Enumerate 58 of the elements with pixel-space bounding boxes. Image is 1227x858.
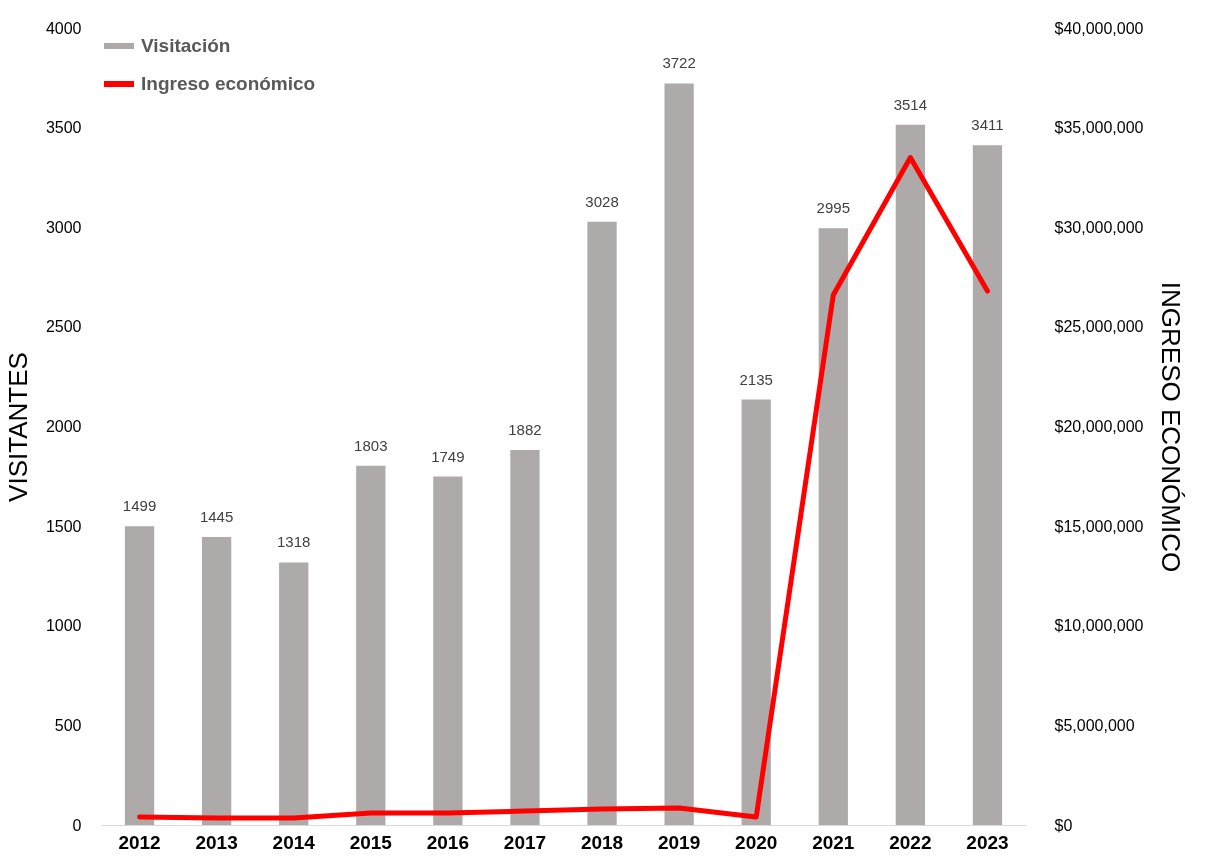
y2-tick-label: $35,000,000	[1054, 119, 1144, 137]
bar	[818, 228, 848, 825]
x-tick-label: 2018	[580, 831, 624, 853]
bar	[510, 450, 540, 825]
y-tick-label: 3000	[45, 218, 82, 236]
legend-label: Visitación	[141, 35, 231, 56]
data-label: 1749	[431, 447, 465, 465]
y-axis-title: VISITANTES	[2, 352, 33, 502]
y-tick-label: 2500	[45, 318, 82, 336]
bar	[895, 124, 926, 825]
y-tick-label: 500	[54, 716, 82, 734]
x-tick-label: 2014	[272, 831, 316, 853]
bar	[587, 221, 617, 825]
x-tick-label: 2022	[889, 831, 932, 853]
y2-tick-label: $30,000,000	[1054, 218, 1144, 236]
data-label: 1882	[508, 421, 542, 439]
x-tick-label: 2021	[812, 831, 855, 853]
y2-axis-title: INGRESO ECONÓMICO	[1156, 281, 1187, 573]
x-tick-label: 2023	[966, 831, 1009, 853]
y-tick-label: 4000	[45, 19, 82, 37]
bar	[433, 476, 463, 825]
bar	[664, 83, 694, 825]
y-tick-label: 1500	[45, 517, 82, 535]
data-label: 1318	[277, 533, 311, 551]
x-tick-label: 2012	[118, 831, 161, 853]
bar	[124, 526, 155, 825]
data-label: 3411	[971, 116, 1004, 134]
data-label: 1803	[354, 436, 388, 454]
x-tick-label: 2019	[657, 831, 701, 853]
x-tick-label: 2017	[503, 831, 547, 853]
data-label: 1499	[122, 497, 157, 515]
bar	[201, 537, 232, 825]
bar	[741, 399, 771, 825]
x-tick-label: 2016	[426, 831, 470, 853]
y2-tick-label: $20,000,000	[1054, 418, 1144, 435]
data-label: 3028	[585, 192, 619, 210]
x-tick-label: 2020	[735, 831, 778, 853]
y-tick-label: 2000	[45, 418, 82, 435]
y-tick-label: 0	[72, 816, 82, 834]
y2-tick-label: $25,000,000	[1054, 318, 1144, 336]
y2-tick-label: $10,000,000	[1054, 617, 1144, 635]
x-tick-label: 2015	[349, 831, 393, 853]
bar	[279, 562, 309, 825]
data-label: 1445	[199, 508, 234, 526]
bar	[356, 465, 386, 825]
data-label: 2995	[816, 199, 850, 217]
data-label: 2135	[739, 370, 773, 388]
x-tick-label: 2013	[195, 831, 238, 853]
legend-label: Ingreso económico	[141, 73, 316, 94]
y-tick-label: 3500	[45, 119, 82, 137]
y2-tick-label: $40,000,000	[1054, 19, 1144, 37]
y2-tick-label: $5,000,000	[1054, 716, 1135, 734]
bar	[972, 145, 1003, 825]
y-tick-label: 1000	[45, 617, 82, 635]
y2-tick-label: $0	[1054, 816, 1073, 834]
data-label: 3722	[662, 54, 696, 72]
data-label: 3514	[893, 95, 928, 113]
y2-tick-label: $15,000,000	[1054, 517, 1144, 535]
